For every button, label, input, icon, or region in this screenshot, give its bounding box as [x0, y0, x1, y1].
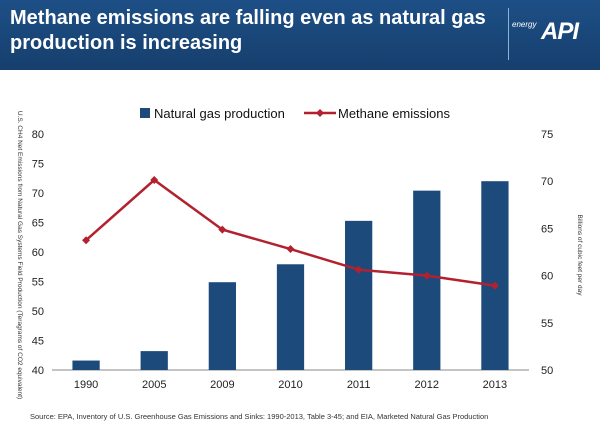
x-tick-2009: 2009	[210, 379, 234, 391]
methane-point-1990	[82, 236, 91, 245]
bar-2010	[276, 264, 305, 370]
legend-line-label: Methane emissions	[338, 106, 450, 121]
y-right-tick-75: 75	[541, 129, 553, 141]
y-left-tick-50: 50	[32, 306, 44, 318]
y-left-tick-40: 40	[32, 365, 44, 377]
x-tick-1990: 1990	[74, 379, 98, 391]
legend: Natural gas production Methane emissions	[140, 106, 450, 121]
y-right-tick-60: 60	[541, 271, 553, 283]
legend-bar-label: Natural gas production	[154, 106, 285, 121]
bar-2012	[413, 190, 441, 370]
y-left-tick-55: 55	[32, 277, 44, 289]
bar-series	[72, 181, 509, 370]
source-note: Source: EPA, Inventory of U.S. Greenhous…	[30, 412, 488, 421]
y-axis-right-title: Billions of cubic feet per day	[576, 215, 583, 297]
y-left-tick-70: 70	[32, 188, 44, 200]
x-tick-2005: 2005	[142, 379, 166, 391]
logo-energy-text: energy	[512, 20, 537, 29]
x-tick-2013: 2013	[483, 379, 507, 391]
methane-point-2012	[422, 271, 431, 280]
y-right-tick-55: 55	[541, 318, 553, 330]
bar-2009	[208, 282, 236, 370]
y-left-tick-65: 65	[32, 218, 44, 230]
legend-bar-swatch	[140, 108, 150, 118]
methane-point-2011	[354, 265, 363, 274]
line-series	[82, 176, 499, 290]
methane-point-2010	[286, 245, 295, 254]
methane-point-2013	[490, 281, 499, 290]
methane-point-2009	[218, 225, 227, 234]
methane-point-2005	[150, 176, 159, 185]
bar-2013	[481, 181, 509, 370]
legend-line-marker	[316, 109, 324, 117]
y-axis-right-ticks: 50 55 60 65 70 75	[541, 129, 553, 377]
y-right-tick-70: 70	[541, 176, 553, 188]
y-left-tick-75: 75	[32, 159, 44, 171]
y-left-tick-45: 45	[32, 336, 44, 348]
y-left-tick-80: 80	[32, 129, 44, 141]
x-tick-2011: 2011	[347, 379, 371, 391]
page-title: Methane emissions are falling even as na…	[10, 7, 486, 54]
bar-1990	[72, 360, 100, 370]
header-divider	[508, 8, 509, 60]
header-banner: Methane emissions are falling even as na…	[0, 0, 600, 70]
x-axis-ticks: 1990 2005 2009 2010 2011 2012 2013	[74, 379, 507, 391]
logo-api: API	[541, 18, 579, 45]
x-tick-2010: 2010	[278, 379, 302, 391]
y-axis-left-title: U.S. CH4 Net Emissions from Natural Gas …	[16, 111, 23, 399]
y-right-tick-65: 65	[541, 223, 553, 235]
x-tick-2012: 2012	[415, 379, 439, 391]
y-right-tick-50: 50	[541, 365, 553, 377]
y-left-tick-60: 60	[32, 247, 44, 259]
bar-2011	[345, 220, 373, 370]
y-axis-left-ticks: 40 45 50 55 60 65 70 75 80	[32, 129, 44, 377]
bar-2005	[140, 351, 168, 370]
